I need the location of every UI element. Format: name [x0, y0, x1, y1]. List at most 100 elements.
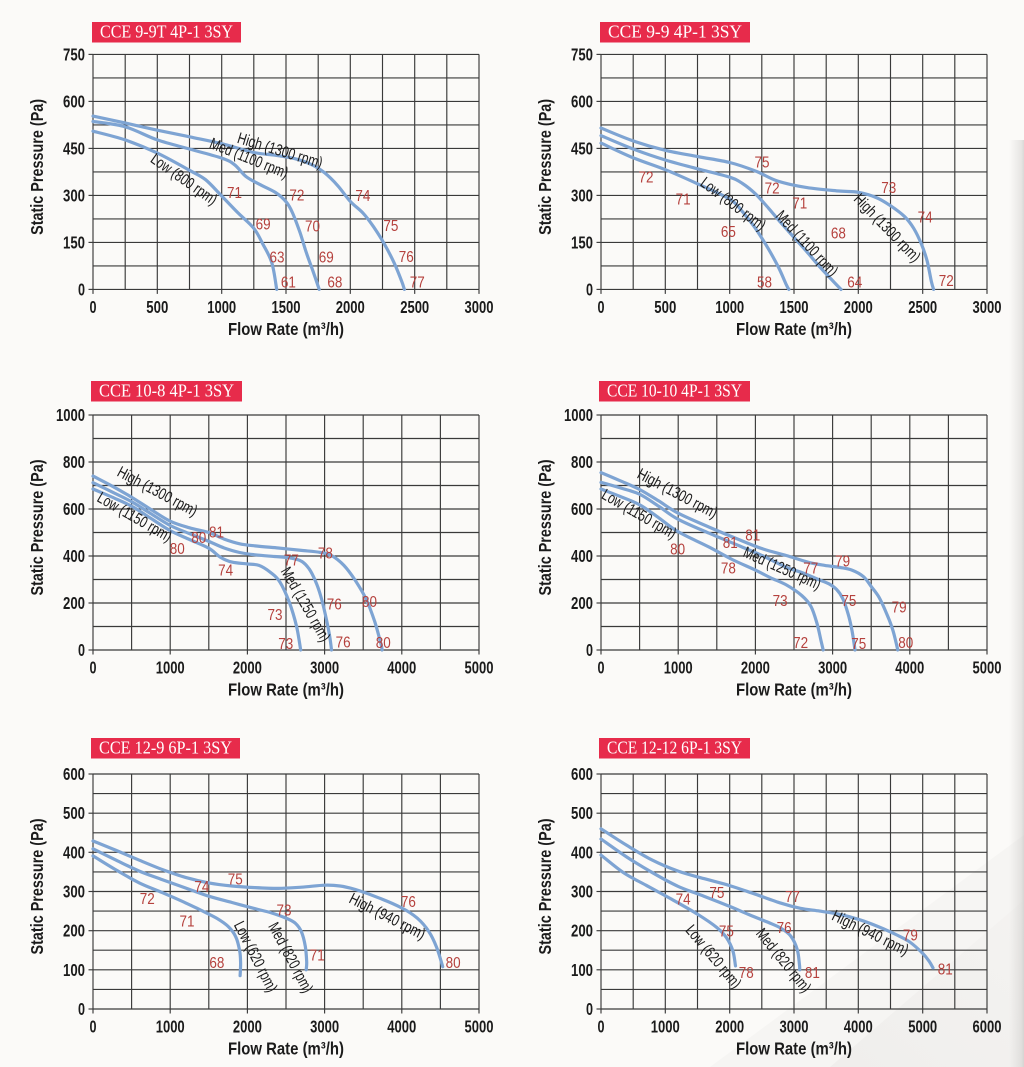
svg-text:81: 81	[723, 535, 738, 552]
svg-text:68: 68	[831, 226, 846, 243]
svg-text:4000: 4000	[387, 1017, 416, 1037]
svg-text:61: 61	[281, 274, 296, 291]
svg-text:3000: 3000	[780, 1017, 809, 1037]
svg-text:1000: 1000	[664, 658, 693, 678]
svg-text:72: 72	[765, 181, 780, 198]
svg-text:Flow Rate (m³/h): Flow Rate (m³/h)	[228, 319, 344, 339]
svg-text:Static Pressure (Pa): Static Pressure (Pa)	[535, 99, 555, 235]
svg-text:73: 73	[268, 607, 283, 624]
svg-text:500: 500	[654, 297, 676, 317]
svg-text:400: 400	[571, 842, 593, 862]
svg-text:76: 76	[401, 894, 416, 911]
svg-text:0: 0	[586, 999, 593, 1019]
svg-text:1500: 1500	[272, 297, 301, 317]
svg-text:Flow Rate (m³/h): Flow Rate (m³/h)	[228, 680, 344, 700]
svg-text:79: 79	[903, 928, 918, 945]
svg-text:500: 500	[146, 297, 168, 317]
svg-text:600: 600	[63, 764, 85, 784]
svg-text:68: 68	[209, 955, 224, 972]
svg-text:5000: 5000	[465, 1017, 494, 1037]
svg-text:0: 0	[586, 640, 593, 660]
svg-text:2000: 2000	[336, 297, 365, 317]
svg-text:Flow Rate (m³/h): Flow Rate (m³/h)	[736, 319, 852, 339]
svg-text:0: 0	[78, 640, 85, 660]
svg-text:5000: 5000	[973, 658, 1002, 678]
svg-text:77: 77	[410, 274, 425, 291]
svg-text:Static Pressure (Pa): Static Pressure (Pa)	[27, 819, 47, 955]
svg-text:75: 75	[709, 885, 724, 902]
svg-text:Static Pressure (Pa): Static Pressure (Pa)	[27, 460, 47, 596]
svg-text:4000: 4000	[895, 658, 924, 678]
svg-text:3000: 3000	[818, 658, 847, 678]
svg-text:75: 75	[719, 924, 734, 941]
svg-text:200: 200	[63, 921, 85, 941]
svg-text:0: 0	[90, 297, 97, 317]
svg-text:4000: 4000	[844, 1017, 873, 1037]
svg-text:0: 0	[586, 279, 593, 299]
svg-text:5000: 5000	[465, 658, 494, 678]
svg-text:75: 75	[228, 872, 243, 889]
svg-text:2000: 2000	[844, 297, 873, 317]
svg-text:Static Pressure (Pa): Static Pressure (Pa)	[535, 460, 555, 596]
svg-text:80: 80	[191, 530, 206, 547]
svg-text:76: 76	[336, 635, 351, 652]
svg-text:72: 72	[289, 187, 304, 204]
svg-text:2500: 2500	[400, 297, 429, 317]
svg-text:0: 0	[598, 297, 605, 317]
svg-text:450: 450	[63, 138, 85, 158]
svg-text:150: 150	[571, 232, 593, 252]
svg-text:75: 75	[383, 218, 398, 235]
svg-text:CCE 12-9 6P-1 3SY: CCE 12-9 6P-1 3SY	[99, 738, 232, 758]
svg-text:2000: 2000	[741, 658, 770, 678]
svg-text:71: 71	[792, 196, 807, 213]
svg-text:78: 78	[739, 965, 754, 982]
svg-text:81: 81	[745, 527, 760, 544]
svg-text:600: 600	[63, 91, 85, 111]
svg-text:76: 76	[399, 249, 414, 266]
svg-text:78: 78	[318, 545, 333, 562]
svg-text:80: 80	[898, 635, 913, 652]
svg-text:CCE 9-9 4P-1 3SY: CCE 9-9 4P-1 3SY	[608, 22, 742, 42]
svg-text:1000: 1000	[156, 658, 185, 678]
svg-text:500: 500	[63, 803, 85, 823]
svg-text:3000: 3000	[973, 297, 1002, 317]
svg-text:100: 100	[63, 960, 85, 980]
svg-text:300: 300	[571, 185, 593, 205]
svg-text:74: 74	[355, 188, 370, 205]
svg-text:3000: 3000	[465, 297, 494, 317]
svg-text:1500: 1500	[780, 297, 809, 317]
svg-text:71: 71	[227, 185, 242, 202]
svg-text:Flow Rate (m³/h): Flow Rate (m³/h)	[736, 680, 852, 700]
svg-text:600: 600	[571, 499, 593, 519]
svg-text:400: 400	[63, 546, 85, 566]
svg-text:CCE 9-9T 4P-1 3SY: CCE 9-9T 4P-1 3SY	[100, 22, 233, 42]
svg-text:77: 77	[803, 561, 818, 578]
svg-text:1000: 1000	[207, 297, 236, 317]
svg-text:600: 600	[571, 764, 593, 784]
svg-text:2000: 2000	[233, 658, 262, 678]
svg-text:70: 70	[305, 219, 320, 236]
svg-text:2000: 2000	[715, 1017, 744, 1037]
svg-text:300: 300	[63, 185, 85, 205]
svg-text:78: 78	[721, 561, 736, 578]
svg-text:5000: 5000	[908, 1017, 937, 1037]
svg-text:1000: 1000	[651, 1017, 680, 1037]
svg-text:69: 69	[256, 217, 271, 234]
svg-text:81: 81	[938, 962, 953, 979]
svg-text:65: 65	[721, 224, 736, 241]
svg-text:77: 77	[284, 553, 299, 570]
svg-text:74: 74	[218, 563, 233, 580]
svg-text:Static Pressure (Pa): Static Pressure (Pa)	[535, 819, 555, 955]
svg-text:200: 200	[571, 921, 593, 941]
svg-text:750: 750	[571, 44, 593, 64]
svg-text:CCE 10-8 4P-1 3SY: CCE 10-8 4P-1 3SY	[99, 381, 234, 401]
svg-text:450: 450	[571, 138, 593, 158]
svg-text:300: 300	[63, 882, 85, 902]
svg-text:0: 0	[90, 658, 97, 678]
svg-text:79: 79	[835, 553, 850, 570]
svg-text:600: 600	[63, 499, 85, 519]
svg-text:80: 80	[670, 542, 685, 559]
svg-text:400: 400	[571, 546, 593, 566]
svg-text:71: 71	[310, 948, 325, 965]
svg-text:68: 68	[327, 274, 342, 291]
